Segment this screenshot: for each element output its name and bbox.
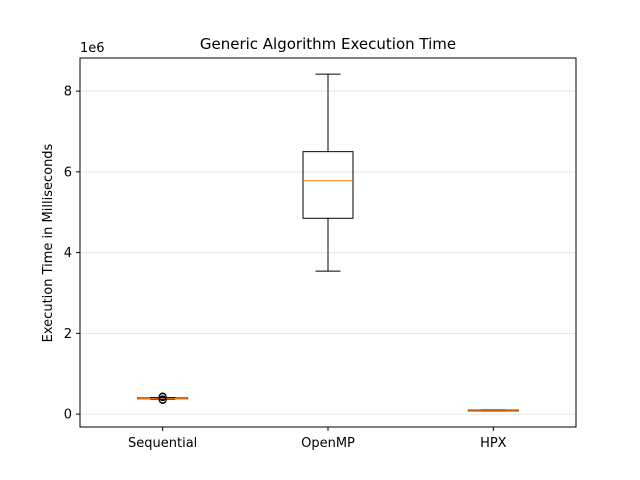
y-tick-label: 8 xyxy=(64,85,72,100)
box-hpx xyxy=(467,409,519,412)
box-sequential xyxy=(137,392,189,404)
chart-title: Generic Algorithm Execution Time xyxy=(200,35,456,53)
y-axis-label: Execution Time in Milliseconds xyxy=(41,143,56,342)
y-tick-label: 4 xyxy=(64,246,72,261)
iqr-box xyxy=(302,151,354,219)
y-tick-label: 6 xyxy=(64,165,72,180)
x-tick-label: OpenMP xyxy=(301,436,355,451)
boxes-layer xyxy=(137,73,519,412)
y-tick-label: 2 xyxy=(64,327,72,342)
y-axis-offset-label: 1e6 xyxy=(80,41,105,56)
y-ticks-layer: 0 2 4 6 8 xyxy=(64,85,80,423)
x-ticks-layer: Sequential OpenMP HPX xyxy=(128,427,507,451)
x-tick-label: Sequential xyxy=(128,436,197,451)
box-openmp xyxy=(302,73,354,272)
outlier-point xyxy=(158,392,167,401)
x-tick-label: HPX xyxy=(480,436,507,451)
outlier-point xyxy=(158,395,167,404)
y-tick-label: 0 xyxy=(64,408,72,423)
